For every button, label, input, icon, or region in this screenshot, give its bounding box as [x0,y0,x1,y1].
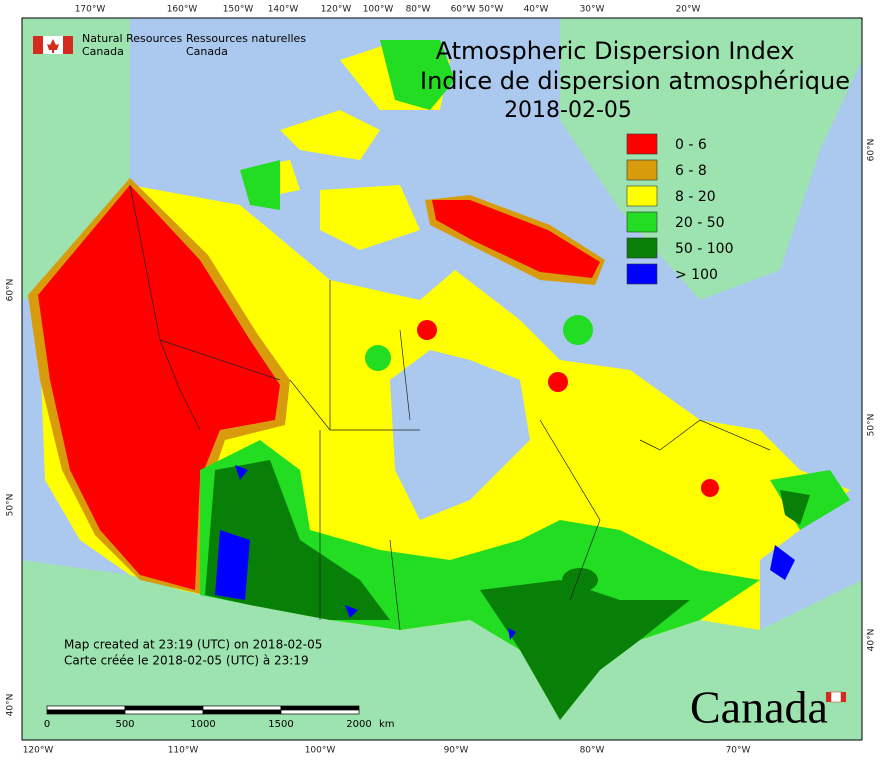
red-spot [548,372,568,392]
graticule-label: 60°W [451,5,476,15]
scale-label: 1500 [268,719,293,730]
greenland [560,18,862,300]
map-area [21,17,863,741]
dark-green-spot [562,568,598,592]
legend-label: 0 - 6 [675,137,707,153]
scale-label: 0 [44,719,50,730]
graticule-label: 60°N [6,279,16,302]
legend-label: 8 - 20 [675,189,716,205]
legend-swatch [626,159,658,181]
graticule-label: 20°W [676,5,701,15]
credit-fr: Carte créée le 2018-02-05 (UTC) à 23:19 [64,654,309,668]
flag-bar [63,36,73,54]
hudson-bay [390,350,530,520]
graticule-label: 120°W [23,746,54,756]
title-date: 2018-02-05 [504,98,632,123]
canada-wordmark: Canada [690,682,828,733]
green-zone-south [200,440,850,720]
legend-swatch [626,237,658,259]
wordmark: Canada [690,682,846,733]
graticule-label: 40°W [524,5,549,15]
scale-segment [202,705,282,711]
scale-label: 1000 [190,719,215,730]
agency-fr: Canada [186,45,228,58]
red-zone-baffin [432,200,600,278]
red-zone-west [38,185,280,590]
map-frame [21,17,863,741]
scale-segment [46,709,126,715]
graticule-label: 40°N [867,629,877,652]
scale-segment [280,709,360,715]
scale-segment [124,709,204,715]
scale-label: 2000 [346,719,371,730]
scale-segment [46,705,126,711]
united-states [22,560,862,740]
red-spot [417,320,437,340]
graticule-label: 30°W [580,5,605,15]
red-spot [701,479,719,497]
alaska [22,18,130,300]
wordmark-flag [826,692,831,702]
legend-label: 50 - 100 [675,241,734,257]
title-en: Atmospheric Dispersion Index [436,37,795,65]
legend-label: 6 - 8 [675,163,707,179]
agency-logo: Natural Resources Canada Ressources natu… [33,32,306,58]
graticule-label: 160°W [167,5,198,15]
scale-label: 500 [115,719,134,730]
graticule-label: 80°W [406,5,431,15]
province-borders [129,184,771,631]
graticule-label: 40°N [6,694,16,717]
agency-fr: Ressources naturelles [186,32,306,45]
scale-segment [202,709,282,715]
graticule-label: 70°W [726,746,751,756]
agency-en: Natural Resources [82,32,183,45]
scale-segment [124,705,204,711]
agency-en: Canada [82,45,124,58]
legend-swatch [626,263,658,285]
graticule-label: 50°N [867,414,877,437]
graticule-label: 90°W [444,746,469,756]
flag-bar [33,36,43,54]
legend-swatch [626,185,658,207]
legend-label: > 100 [675,267,718,283]
title-fr: Indice de dispersion atmosphérique [420,67,850,95]
graticule-label: 150°W [223,5,254,15]
wordmark-flag [830,691,842,703]
graticule-label: 50°W [479,5,504,15]
graticule-label: 120°W [321,5,352,15]
graticule-label: 50°N [6,494,16,517]
legend-label: 20 - 50 [675,215,725,231]
legend-swatch [626,133,658,155]
graticule-label: 170°W [75,5,106,15]
green-spot [365,345,391,371]
graticule-label: 100°W [305,746,336,756]
legend-swatch [626,211,658,233]
wordmark-flag [841,692,846,702]
graticule-label: 80°W [580,746,605,756]
graticule-label: 100°W [363,5,394,15]
scale-segment [280,705,360,711]
green-spot [563,315,593,345]
graticule-label: 140°W [268,5,299,15]
dark-green-zone [205,460,810,720]
graticule-label: 110°W [168,746,199,756]
maple-leaf [47,39,59,53]
credit-en: Map created at 23:19 (UTC) on 2018-02-05 [64,638,322,652]
scale-unit: km [379,719,395,730]
graticule-label: 60°N [867,139,877,162]
